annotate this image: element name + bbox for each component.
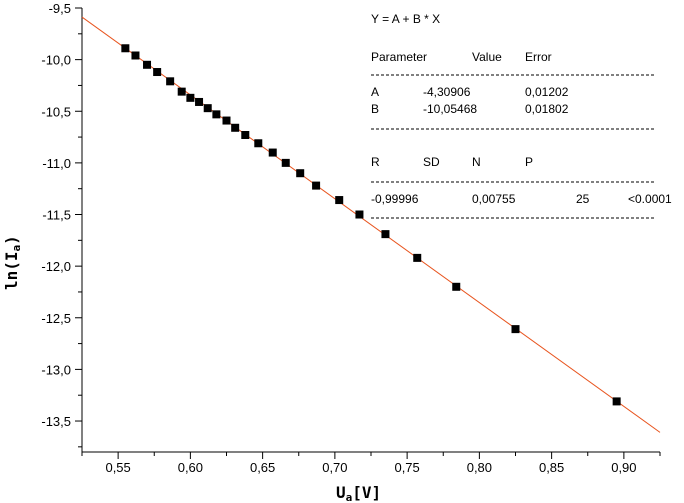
y-axis-title-main: ln(I [2,251,21,290]
param-a-error: 0,01202 [525,85,569,99]
y-tick-label: -9,5 [49,1,71,16]
data-point [312,181,321,190]
x-tick-label: 0,70 [322,460,347,475]
x-tick-label: 0,75 [394,460,419,475]
stat-header-n: N [472,155,481,169]
data-point [203,104,212,113]
data-point [381,230,390,239]
x-tick-label: 0,55 [105,460,130,475]
stat-sd-value: 0,00755 [472,192,516,206]
data-point [222,116,231,125]
stat-header-r: R [371,155,380,169]
x-tick-label: 0,90 [611,460,636,475]
y-tick-label: -13,0 [41,362,71,377]
x-tick-label: 0,80 [467,460,492,475]
y-tick-label: -10,5 [41,104,71,119]
fit-line [81,16,661,433]
y-axis-title-end: ) [2,235,21,245]
param-b-value: -10,05468 [423,102,477,116]
param-header-value: Value [472,50,502,64]
data-point [355,210,364,219]
x-axis-title: Ua[V] [336,483,381,503]
x-tick-label: 0,60 [178,460,203,475]
data-point [254,139,263,148]
param-a-name: A [371,85,379,99]
fit-layer [81,16,661,433]
stat-p-value: <0.0001 [628,192,672,206]
data-point [121,44,130,53]
tick-marks [75,7,661,459]
y-tick-label: -13,5 [41,414,71,429]
x-axis-title-sub: a [346,491,353,503]
y-tick-labels: -9,5 -10,0 -10,5 -11,0 -11,5 -12,0 -12,5 -13,0 -… [41,1,71,429]
param-b-error: 0,01802 [525,102,569,116]
param-header-error: Error [525,50,552,64]
data-point [511,325,520,334]
data-point [177,87,186,96]
data-point [335,196,344,205]
data-point [153,68,162,77]
data-point [452,282,461,291]
data-point [281,158,290,167]
param-a-value: -4,30906 [423,85,471,99]
fit-stats-table: Y = A + B * X Parameter Value Error A -4… [371,12,672,219]
y-tick-label: -10,0 [41,53,71,68]
param-b-name: B [371,102,379,116]
y-tick-label: -12,5 [41,311,71,326]
points-layer [121,44,621,406]
param-header-parameter: Parameter [371,50,427,64]
stat-header-p: P [525,155,533,169]
y-axis-title-sub: a [10,245,23,252]
x-axis-title-unit: [V] [352,483,381,502]
y-tick-label: -11,5 [42,208,71,223]
data-point [195,97,204,106]
x-tick-label: 0,85 [539,460,564,475]
data-point [231,123,240,132]
x-tick-label: 0,65 [250,460,275,475]
data-point [296,169,305,178]
data-point [413,253,422,262]
data-point [143,60,152,69]
data-point [268,148,277,157]
stat-n-value: 25 [576,192,590,206]
data-point [166,77,175,86]
stat-header-sd: SD [423,155,440,169]
fit-equation: Y = A + B * X [371,12,440,26]
y-axis-title: ln(Ia) [2,235,23,290]
data-point [186,93,195,102]
stat-r-value: -0,99996 [371,192,419,206]
data-point [612,397,621,406]
x-axis-title-main: U [336,483,346,502]
data-point [212,110,221,119]
y-tick-label: -12,0 [41,259,71,274]
y-tick-label: -11,0 [42,156,71,171]
data-point [241,131,250,140]
x-tick-labels: 0,55 0,60 0,65 0,70 0,75 0,80 0,85 0,90 [105,460,636,475]
data-point [131,51,140,60]
